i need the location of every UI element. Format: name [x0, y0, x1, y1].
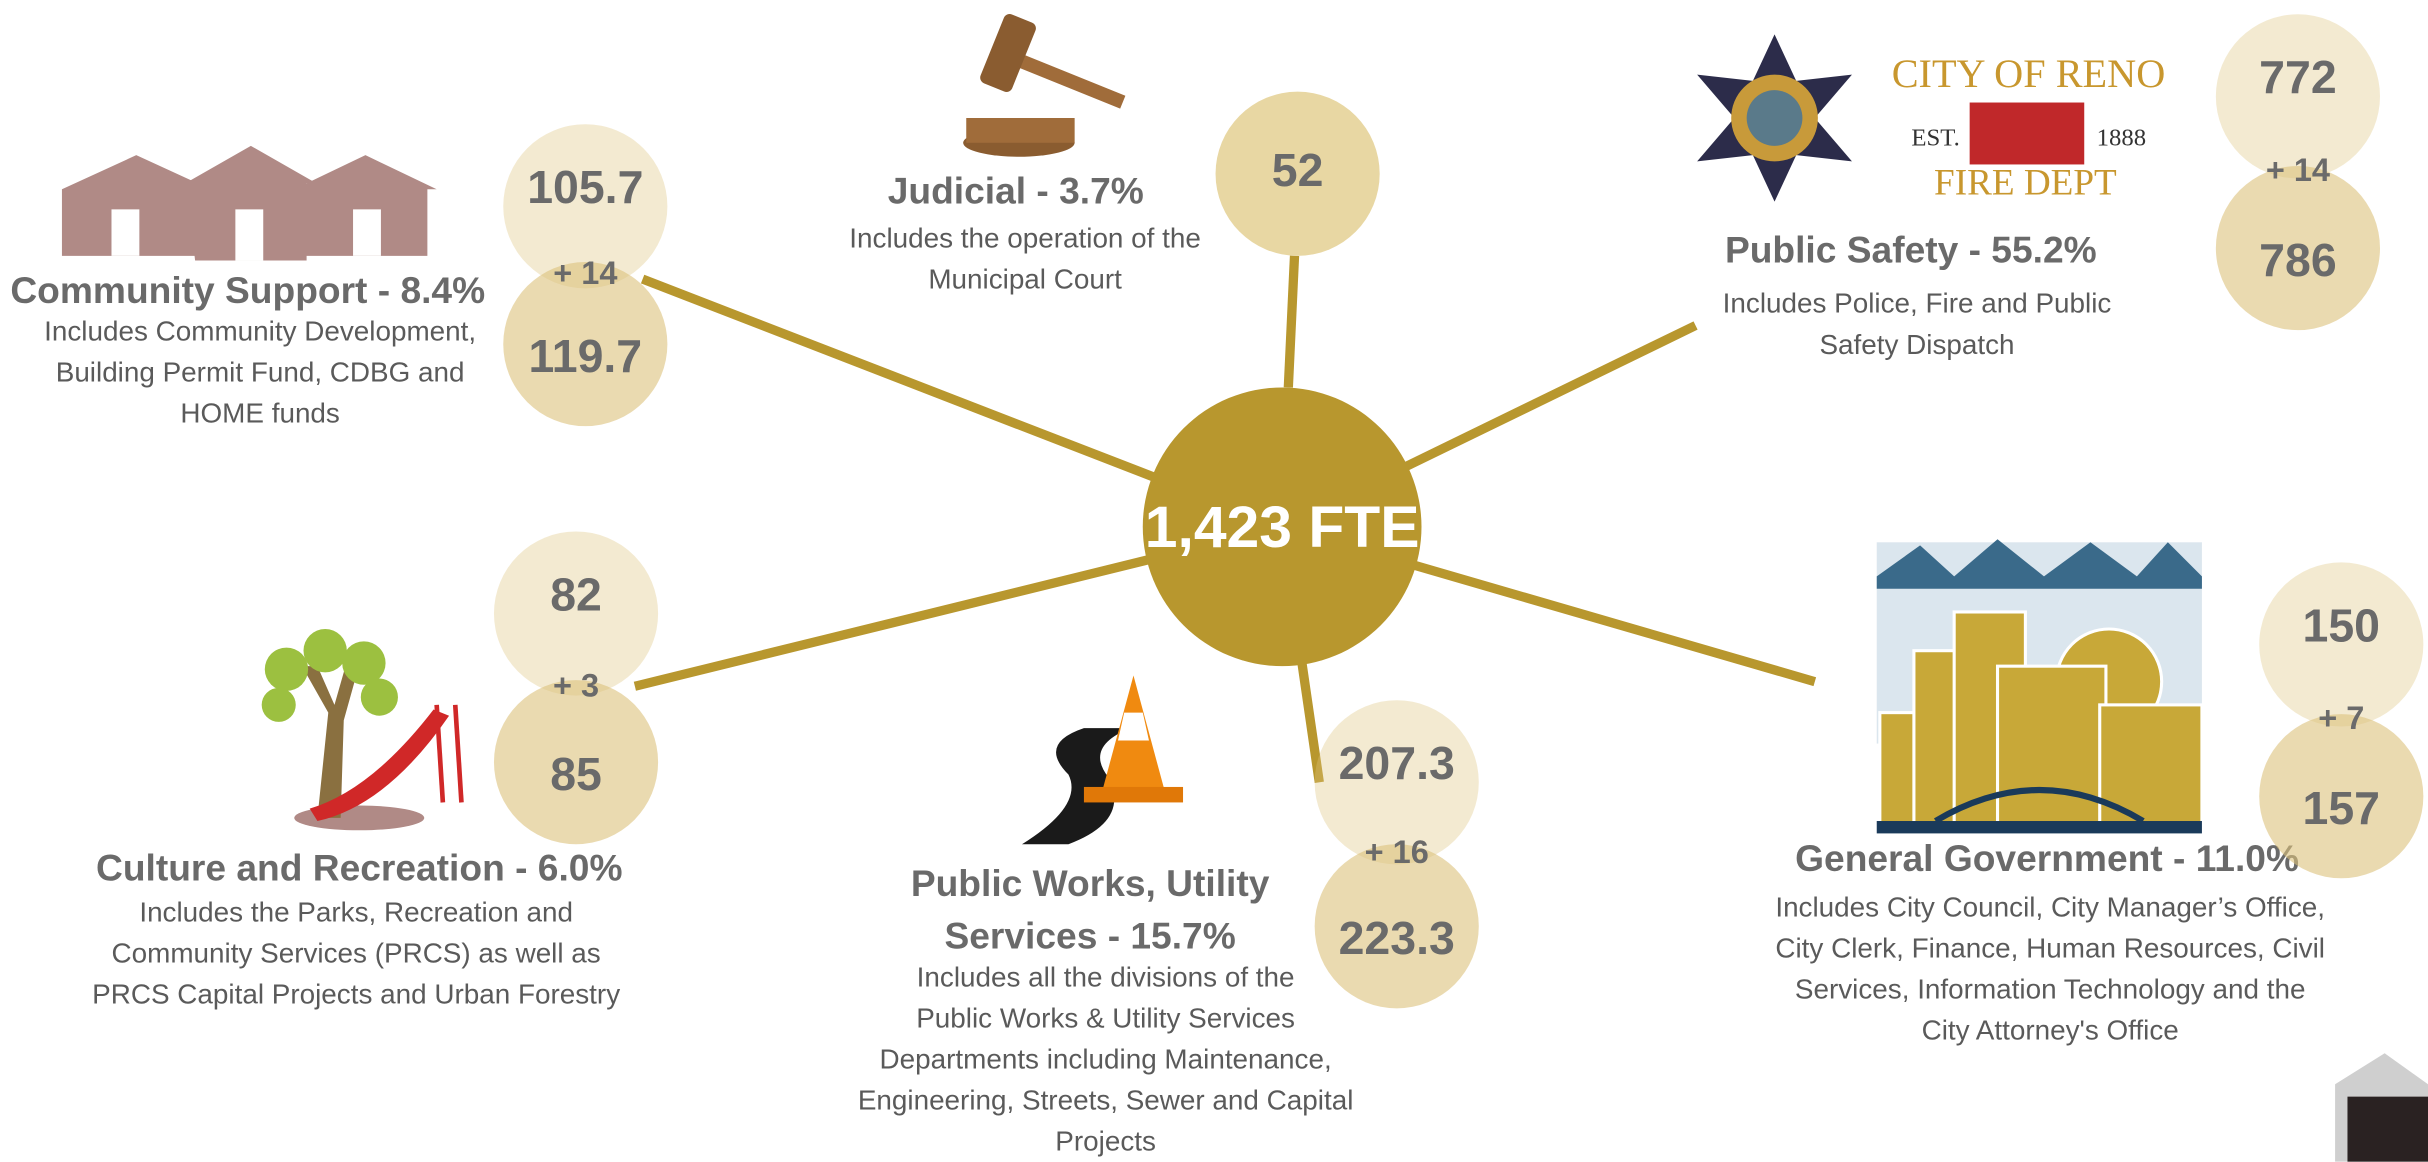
department-description: Includes the operation of the [849, 223, 1201, 254]
bubble-change: + 14 [553, 255, 617, 291]
fire-logo-top: CITY OF RENO [1892, 51, 2166, 96]
bubble-before: 82 [550, 568, 602, 620]
department-description: City Clerk, Finance, Human Resources, Ci… [1775, 933, 2325, 964]
center-label: 1,423 FTE [1145, 495, 1420, 560]
department-title: Services - 15.7% [944, 915, 1235, 957]
department-description: Public Works & Utility Services [916, 1002, 1295, 1033]
fire-logo-est: EST. [1911, 124, 1959, 151]
bubble-after: 85 [550, 748, 602, 800]
department-description: Includes the Parks, Recreation and [139, 896, 573, 927]
department-description: Departments including Maintenance, [880, 1043, 1332, 1074]
bubble-after: 119.7 [528, 330, 642, 382]
department-description: Safety Dispatch [1819, 329, 2014, 360]
corner-logo [2335, 1053, 2428, 1161]
department-description: PRCS Capital Projects and Urban Forestry [92, 978, 620, 1009]
bubble-before: 772 [2259, 51, 2336, 103]
department-description: Includes Community Development, [44, 316, 476, 347]
department-description: Community Services (PRCS) as well as [112, 937, 601, 968]
bubble-after: 157 [2303, 782, 2380, 834]
fire-logo-year: 1888 [2097, 124, 2147, 151]
bubble-before: 105.7 [527, 161, 643, 213]
houses-icon [62, 146, 437, 261]
department-description: Projects [1055, 1125, 1156, 1156]
playground-icon [262, 629, 462, 830]
department-description: Includes Police, Fire and Public [1723, 288, 2112, 319]
city-icon [1877, 539, 2202, 833]
department-description: City Attorney's Office [1922, 1015, 2179, 1046]
department-title: Community Support - 8.4% [10, 269, 485, 311]
department-description: Includes all the divisions of the [917, 961, 1295, 992]
bubble-after: 786 [2259, 234, 2336, 286]
fire-logo: CITY OF RENO EST. 1888 FIRE DEPT [1892, 51, 2166, 204]
department-title: Public Works, Utility [911, 862, 1270, 904]
department-title: General Government - 11.0% [1795, 837, 2299, 879]
department-description: Services, Information Technology and the [1795, 974, 2306, 1005]
department-title: Judicial - 3.7% [888, 170, 1144, 212]
department-description: Municipal Court [928, 264, 1122, 295]
bubble-change: + 3 [553, 667, 599, 703]
bubble-before: 150 [2303, 599, 2380, 651]
bubble-change: + 16 [1365, 834, 1429, 870]
bubble-after: 223.3 [1339, 912, 1455, 964]
bubble-change: + 7 [2318, 700, 2364, 736]
bubble-value: 52 [1272, 144, 1324, 196]
department-description: HOME funds [180, 398, 339, 429]
road-cone-icon [1022, 675, 1183, 844]
bubble-before: 207.3 [1339, 737, 1455, 789]
department-description: Building Permit Fund, CDBG and [56, 357, 465, 388]
department-description: Engineering, Streets, Sewer and Capital [858, 1084, 1354, 1115]
police-badge [1697, 34, 1852, 201]
infographic: 1,423 FTE CITY OF RENO EST. 1888 FIRE DE… [0, 0, 2428, 1162]
department-title: Culture and Recreation - 6.0% [96, 846, 623, 888]
department-description: Includes City Council, City Manager’s Of… [1775, 892, 2325, 923]
gavel-icon [963, 12, 1125, 157]
fire-logo-bottom: FIRE DEPT [1934, 163, 2117, 204]
bubble-change: + 14 [2266, 152, 2330, 188]
department-title: Public Safety - 55.2% [1725, 229, 2097, 271]
